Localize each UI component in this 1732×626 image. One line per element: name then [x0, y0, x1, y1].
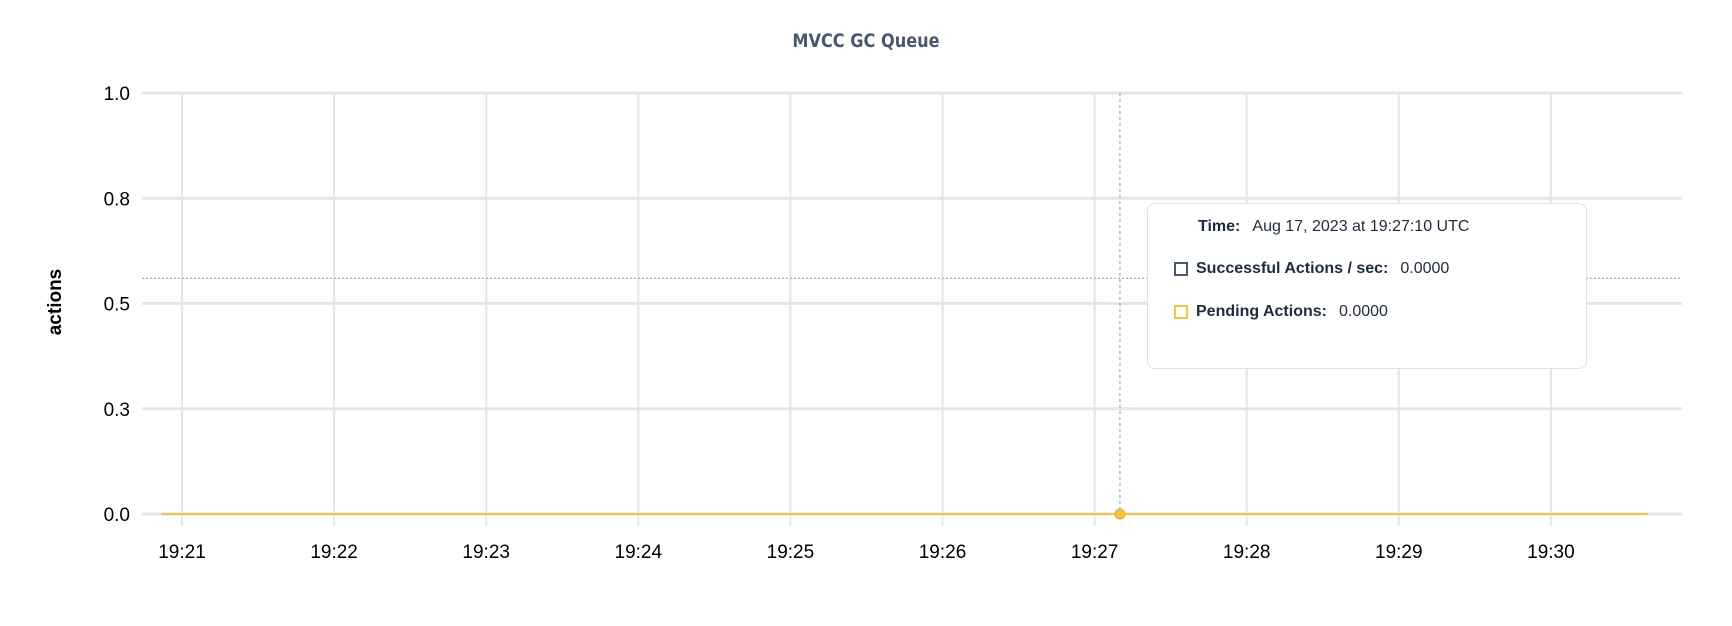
- y-tick-label: 0.0: [104, 505, 130, 526]
- tooltip-value: 0.0000: [1400, 260, 1450, 277]
- x-tick-label: 19:25: [767, 542, 815, 563]
- y-tick-label: 0.8: [104, 189, 130, 210]
- chart-title: MVCC GC Queue: [792, 30, 940, 52]
- y-tick-label: 1.0: [104, 84, 130, 105]
- legend-swatch-successful-icon: [1174, 262, 1188, 276]
- x-tick-label: 19:27: [1071, 542, 1119, 563]
- x-tick-label: 19:24: [615, 542, 663, 563]
- x-tick-label: 19:21: [158, 542, 206, 563]
- y-tick-label: 0.3: [104, 400, 130, 421]
- tooltip-time-value: Aug 17, 2023 at 19:27:10 UTC: [1252, 218, 1470, 235]
- x-tick-label: 19:28: [1223, 542, 1271, 563]
- y-tick-label: 0.5: [104, 295, 130, 316]
- tooltip-label: Successful Actions / sec:: [1196, 260, 1389, 277]
- x-tick-label: 19:30: [1527, 542, 1575, 563]
- hover-point: [1114, 508, 1126, 520]
- tooltip: Time: Aug 17, 2023 at 19:27:10 UTC Succe…: [1147, 203, 1587, 369]
- x-tick-label: 19:22: [310, 542, 358, 563]
- tooltip-row-successful: Successful Actions / sec: 0.0000: [1174, 260, 1449, 278]
- tooltip-time-label: Time:: [1198, 218, 1241, 235]
- tooltip-label: Pending Actions:: [1196, 303, 1327, 320]
- x-tick-label: 19:23: [462, 542, 510, 563]
- legend-swatch-pending-icon: [1174, 305, 1188, 319]
- x-tick-label: 19:26: [919, 542, 967, 563]
- tooltip-row-pending: Pending Actions: 0.0000: [1174, 303, 1388, 321]
- tooltip-value: 0.0000: [1338, 303, 1388, 320]
- x-tick-label: 19:29: [1375, 542, 1423, 563]
